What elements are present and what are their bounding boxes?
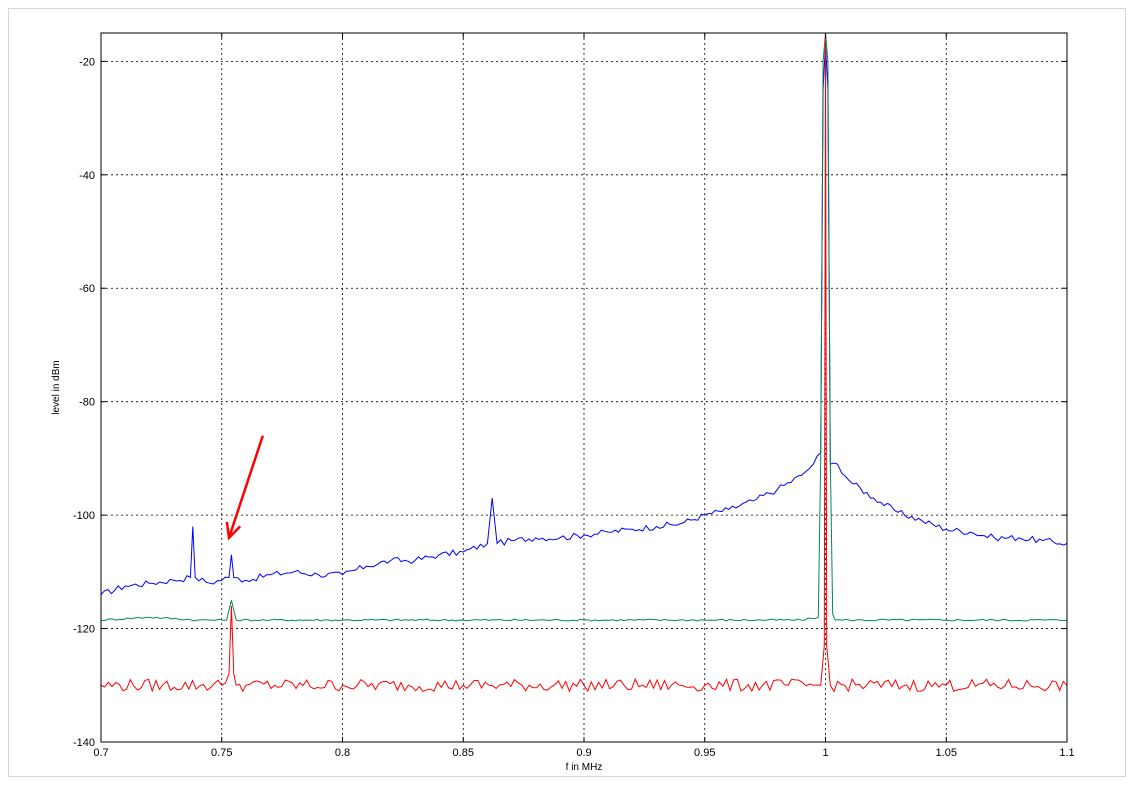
y-tick-label: -60 [79,283,95,295]
x-tick-label: 0.8 [335,747,350,759]
arrow-shaft [227,435,264,539]
y-tick-label: -40 [79,170,95,182]
x-tick-label: 1.1 [1059,747,1074,759]
arrow-head [225,521,242,541]
x-tick-label: 0.85 [453,747,474,759]
y-tick-label: -80 [79,397,95,409]
y-tick-label: -140 [73,737,95,749]
x-tick-label: 0.75 [211,747,232,759]
x-axis-label: f in MHz [566,762,603,773]
y-axis-label: level in dBm [51,360,62,414]
y-tick-label: -20 [79,56,95,68]
y-tick-label: -120 [73,624,95,636]
chart-frame: 0.7 0.75 0.8 0.85 0.9 0.95 1 1.05 1.1 -20 -40 -60 -8… [8,8,1126,777]
x-tick-label: 0.9 [576,747,591,759]
series-line-0 [101,44,1067,595]
x-tick-label: 1.05 [936,747,957,759]
x-tick-label: 1 [822,747,828,759]
y-tick-label: -100 [73,510,95,522]
x-tick-label: 0.7 [93,747,108,759]
line-chart: 0.7 0.75 0.8 0.85 0.9 0.95 1 1.05 1.1 -20 -40 -60 -8… [51,32,1075,773]
series-group [101,33,1067,693]
series-line-1 [101,33,1067,622]
series-line-2 [101,33,1067,693]
x-tick-label: 0.95 [694,747,715,759]
